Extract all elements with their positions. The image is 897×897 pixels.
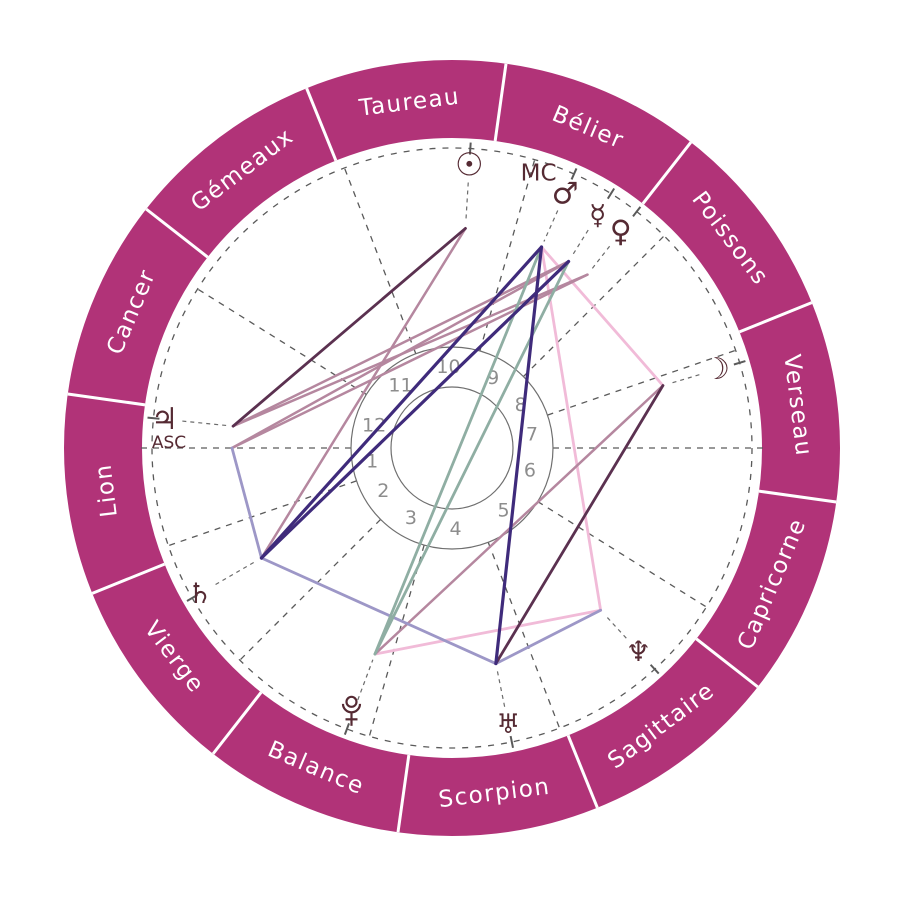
sign-separator [305,87,338,162]
aspect-line-asc-mercury [230,260,570,450]
venus-position-tick [632,206,642,217]
house-cusp-line [547,349,736,416]
saturn-position-tick [186,594,198,602]
uranus-pointer-line [496,669,506,707]
aspect-line-saturn-mercury [259,259,571,560]
aspect-line-jupiter-sun [231,227,467,428]
pluto-glyph [341,695,362,726]
asc-label: ASC [152,433,186,453]
house-inner-circle [390,386,514,510]
aspect-line-uranus-moon [494,384,665,665]
house-cusp-line [368,544,425,737]
aspect-line-asc-saturn [230,446,263,560]
aspect-line-uranus-neptune [494,608,603,665]
mc-label: MC [521,160,557,186]
aspect-line-pluto-neptune [373,608,603,656]
mercury-glyph: ☿ [589,198,606,231]
jupiter-glyph: ♃ [151,402,178,437]
sign-separator [738,301,813,334]
neptune-glyph: ♆ [626,635,651,668]
pluto-position-tick [343,723,350,735]
sun-position-tick [468,142,472,155]
sun-glyph: ☉ [455,146,484,184]
mars-pointer-line [543,210,559,242]
saturn-glyph: ♄ [187,577,212,610]
aspect-line-mars-uranus [494,245,544,666]
moon-position-tick [733,360,746,366]
mercury-position-tick [606,187,616,200]
house-number-3: 3 [405,507,417,529]
house-cusp-line [343,167,417,354]
mercury-pointer-line [571,229,589,257]
aspect-line-saturn-uranus [260,556,498,665]
neptune-pointer-line [604,614,627,639]
venus-pointer-line [590,245,611,271]
venus-glyph: ♀ [610,215,632,250]
dashed-boundary-circle [151,147,753,749]
house-cusp-line [197,288,367,396]
house-number-2: 2 [377,480,389,502]
house-cusp-line [168,480,357,547]
sign-separator [396,754,411,833]
house-number-12: 12 [362,415,386,437]
aspect-line-saturn-mars [259,245,544,560]
house-number-7: 7 [526,424,538,446]
moon-glyph: ☽ [703,352,730,387]
jupiter-position-tick [147,416,160,420]
house-cusp-line [537,500,707,608]
house-cusp-line [239,518,382,661]
aspect-line-pluto-mercury [373,260,570,656]
sign-separator [211,691,263,755]
sign-separator [145,207,209,259]
uranus-glyph: ♅ [496,709,520,740]
aspect-line-saturn-sun [260,227,467,560]
aspect-line-pluto-moon [373,384,665,656]
pluto-pointer-line [357,659,374,701]
sign-separator [493,63,508,142]
sign-separator [695,637,759,689]
house-number-5: 5 [497,500,509,522]
sign-separator [91,562,166,595]
aspect-line-mars-neptune [540,245,603,612]
zodiac-ring [64,60,840,836]
aspect-line-jupiter-mercury [231,260,570,428]
sign-separator [67,392,146,407]
house-number-4: 4 [449,518,461,540]
house-cusp-line [487,542,561,729]
neptune-position-tick [649,664,660,675]
sign-separator [758,489,837,504]
house-number-11: 11 [388,374,412,396]
mars-glyph: ♂ [552,177,579,212]
sign-separator [566,734,599,809]
mars-position-tick [570,168,578,180]
sun-pointer-line [465,182,469,223]
house-cusp-line [479,159,536,352]
aspect-line-asc-venus [230,273,589,450]
sign-separator [641,141,693,205]
moon-pointer-line [668,374,700,385]
uranus-position-tick [509,735,514,749]
house-number-6: 6 [524,459,536,481]
